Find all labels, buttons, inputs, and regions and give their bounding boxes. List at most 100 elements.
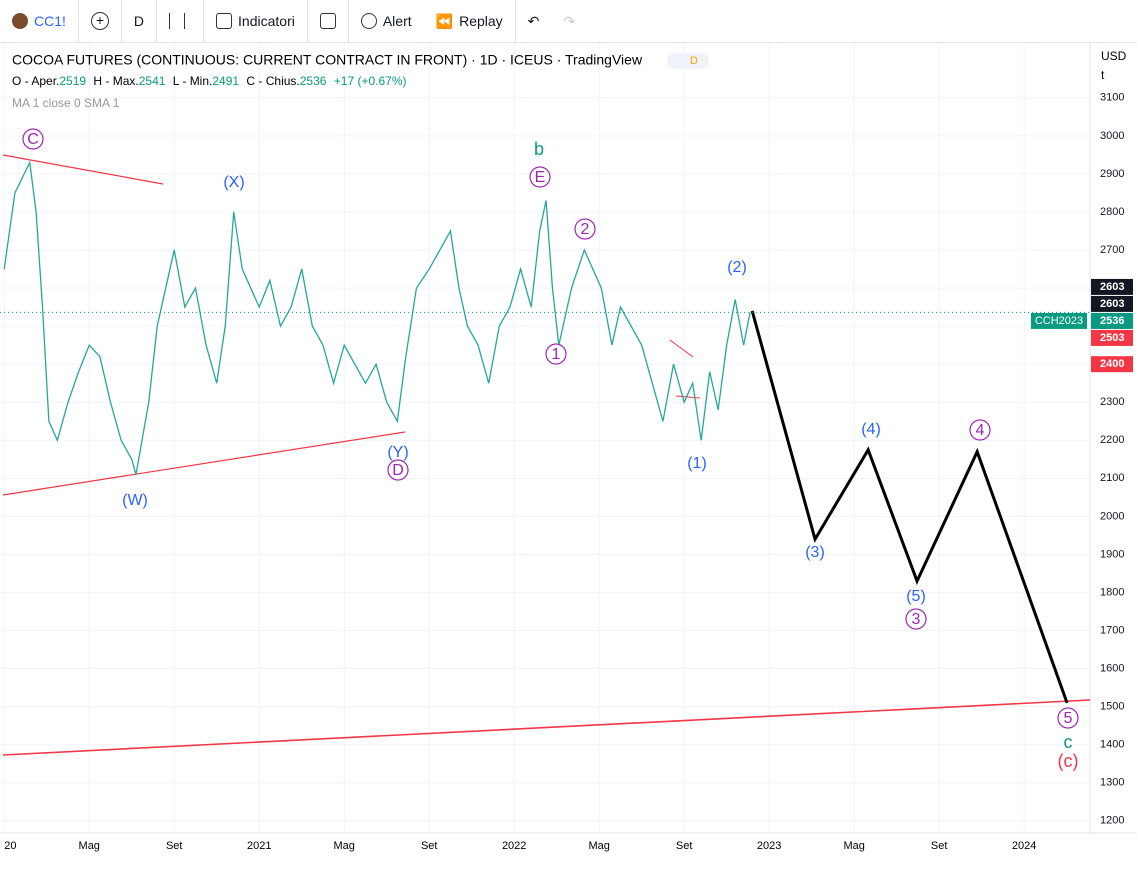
- x-tick-label: Set: [166, 840, 183, 852]
- symbol: CC1!: [34, 13, 66, 29]
- wave-label: (5): [906, 588, 926, 605]
- wave-label: c: [1064, 732, 1073, 752]
- x-tick-label: Mag: [843, 840, 864, 852]
- x-tick-label: 2022: [502, 840, 526, 852]
- symbol-tag-bg: [1031, 312, 1087, 329]
- wave-label: 5: [1064, 710, 1073, 727]
- chart: COCOA FUTURES (CONTINUOUS: CURRENT CONTR…: [0, 43, 1137, 852]
- alert[interactable]: Alert: [349, 0, 424, 42]
- x-tick-label: Set: [676, 840, 693, 852]
- price-tag: 2400: [1100, 358, 1124, 370]
- y-tick-label: 2300: [1100, 396, 1124, 408]
- toolbar: CC1! + D Indicatori Alert ⏪ Replay ↶ ↷: [0, 0, 1137, 43]
- price-tag-bg: [1091, 278, 1133, 295]
- wave-label: (c): [1058, 751, 1079, 771]
- wave-label: (1): [687, 455, 707, 472]
- close-value: 2536: [300, 74, 327, 88]
- wave-label: 1: [552, 346, 561, 363]
- interval[interactable]: D: [122, 0, 158, 42]
- wave-circles: [22, 128, 1079, 729]
- wave-label: (2): [727, 259, 747, 276]
- wave-label: (3): [805, 544, 825, 561]
- wave-label: 2: [581, 221, 590, 238]
- wave-label: (4): [861, 421, 881, 438]
- trend-line: [2, 154, 164, 185]
- alert-label: Alert: [382, 13, 412, 29]
- price-tag-bg: [1091, 295, 1133, 312]
- x-tick-label: Mag: [588, 840, 609, 852]
- y-tick-label: 1200: [1100, 815, 1124, 827]
- close-label: C - Chius.: [246, 74, 299, 88]
- x-tick-label: Mag: [334, 840, 355, 852]
- wave-label: 3: [912, 611, 921, 628]
- y-tick-label: 2200: [1100, 434, 1124, 446]
- undo[interactable]: ↶: [527, 12, 540, 29]
- price-tag: 2503: [1100, 332, 1124, 344]
- trend-line: [2, 431, 406, 496]
- trend-line: [2, 699, 1091, 756]
- y-tick-label: 1800: [1100, 586, 1124, 598]
- badge-bg: [667, 53, 709, 69]
- low-value: 2491: [212, 74, 239, 88]
- high-label: H - Max.: [93, 74, 138, 88]
- wave-label: (Y): [387, 444, 408, 461]
- x-tick-label: Set: [931, 840, 948, 852]
- x-tick-label: 20: [4, 840, 16, 852]
- open-label: O - Aper.: [12, 74, 59, 88]
- redo[interactable]: ↷: [563, 12, 576, 29]
- x-tick-label: 2023: [757, 840, 781, 852]
- x-tick-label: 2024: [1012, 840, 1036, 852]
- wave-label: b: [534, 139, 544, 159]
- y-tick-label: 1300: [1100, 777, 1124, 789]
- open-value: 2519: [59, 74, 86, 88]
- y-tick-label: 2100: [1100, 472, 1124, 484]
- axes: 1200 1300 1400 1500 1600 1700 1800 1900 2000 2100…: [4, 92, 1133, 852]
- trend-line: [669, 339, 694, 358]
- unit: t: [1101, 68, 1105, 82]
- layouts[interactable]: [308, 0, 349, 42]
- symbol-tag: CCH2023: [1035, 315, 1083, 327]
- y-tick-label: 1600: [1100, 663, 1124, 675]
- price-tag: 2603: [1100, 281, 1124, 293]
- y-tick-label: 1400: [1100, 739, 1124, 751]
- y-tick-label: 3000: [1100, 130, 1124, 142]
- replay[interactable]: ⏪ Replay: [424, 0, 516, 42]
- wave-label: (X): [223, 174, 244, 191]
- symbol-button[interactable]: CC1!: [0, 0, 79, 42]
- wave-label: E: [535, 169, 546, 186]
- price-line: [3, 160, 751, 475]
- ohlc: O - Aper.2519 H - Max.2541 L - Min.2491 …: [12, 74, 407, 88]
- trend-line: [675, 395, 701, 399]
- y-tick-label: 1900: [1100, 548, 1124, 560]
- indicator-legend: MA 1 close 0 SMA 1: [12, 96, 120, 110]
- price-tag: 2603: [1100, 298, 1124, 310]
- y-tick-label: 2000: [1100, 510, 1124, 522]
- price-tag-bg: [1091, 356, 1133, 373]
- plot: [0, 160, 1090, 704]
- wave-label: D: [392, 462, 404, 479]
- wave-label: 4: [976, 422, 985, 439]
- replay-label: Replay: [459, 13, 503, 29]
- indicators-label: Indicatori: [238, 13, 295, 29]
- high-value: 2541: [139, 74, 166, 88]
- price-tag-bg: [1091, 329, 1133, 346]
- badge: D: [690, 55, 698, 67]
- y-tick-label: 1500: [1100, 701, 1124, 713]
- low-label: L - Min.: [173, 74, 213, 88]
- wave-label: C: [27, 131, 39, 148]
- indicators[interactable]: Indicatori: [204, 0, 308, 42]
- price-tag-bg: [1091, 312, 1133, 329]
- grid: [0, 43, 1090, 833]
- add-symbol[interactable]: +: [79, 0, 122, 42]
- y-tick-label: 1700: [1100, 624, 1124, 636]
- x-tick-label: Mag: [79, 840, 100, 852]
- currency[interactable]: USD: [1101, 49, 1127, 63]
- y-tick-label: 3100: [1100, 92, 1124, 104]
- price-line: [750, 310, 1069, 704]
- chart-title: COCOA FUTURES (CONTINUOUS: CURRENT CONTR…: [12, 52, 643, 68]
- y-tick-label: 2700: [1100, 244, 1124, 256]
- y-tick-label: 2800: [1100, 206, 1124, 218]
- chart-type[interactable]: [157, 0, 205, 42]
- y-tick-label: 2900: [1100, 168, 1124, 180]
